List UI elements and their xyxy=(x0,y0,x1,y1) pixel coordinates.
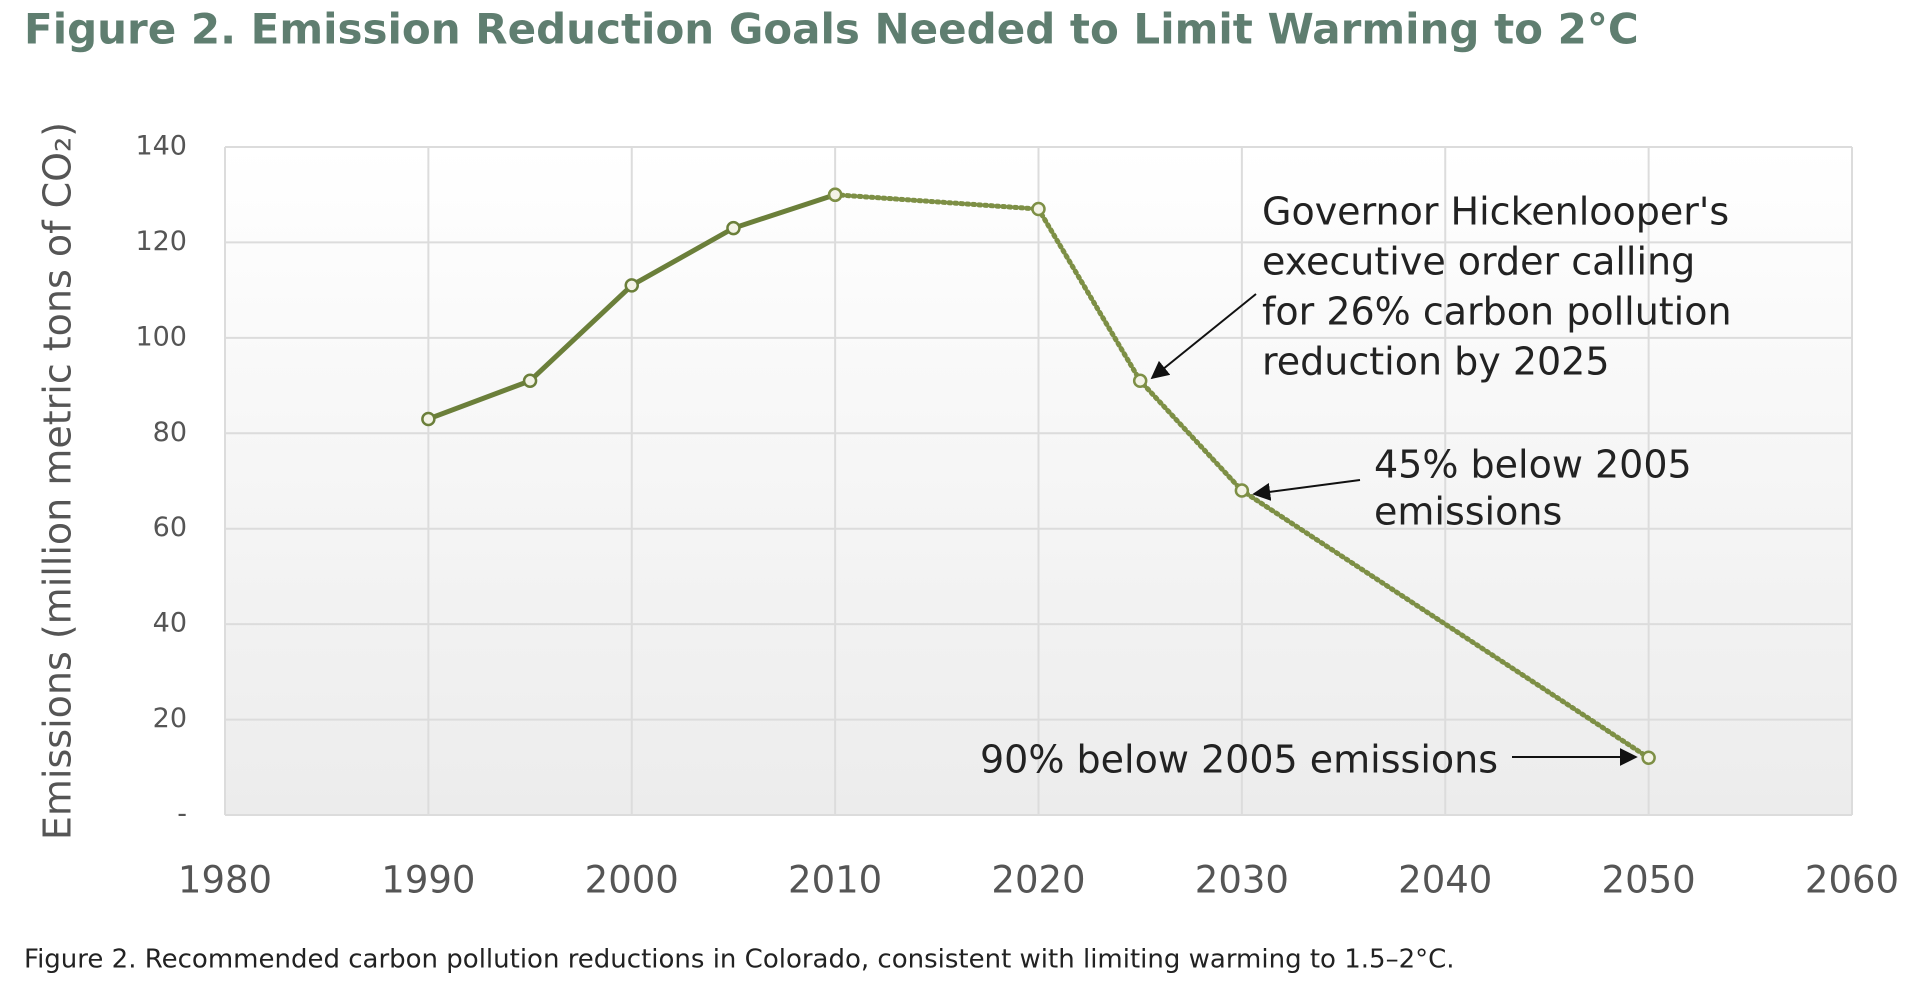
annotation: Governor Hickenlooper's xyxy=(1262,190,1729,234)
y-tick-label: 140 xyxy=(135,131,187,162)
annotation: reduction by 2025 xyxy=(1262,340,1610,384)
annotation: 45% below 2005 xyxy=(1374,443,1692,487)
x-tick-label: 2020 xyxy=(991,859,1085,902)
y-tick-label: - xyxy=(177,799,187,830)
caption: Figure 2. Recommended carbon pollution r… xyxy=(24,945,1455,975)
annotation: executive order calling xyxy=(1262,240,1695,284)
annotation-arrow xyxy=(1150,293,1257,380)
y-tick-label: 20 xyxy=(153,703,187,734)
y-tick-label: 60 xyxy=(153,512,187,543)
x-tick-label: 2040 xyxy=(1398,859,1492,902)
y-tick-label: 120 xyxy=(135,226,187,257)
annotation: for 26% carbon pollution xyxy=(1262,290,1732,334)
data-point xyxy=(1234,483,1250,498)
annotation: emissions xyxy=(1374,490,1562,534)
x-tick-label: 2030 xyxy=(1195,859,1289,902)
y-tick-label: 80 xyxy=(153,417,187,448)
x-tick-label: 1990 xyxy=(381,859,475,902)
data-point xyxy=(827,187,843,202)
y-axis-label: Emissions (million metric tons of CO₂) xyxy=(36,122,80,840)
x-tick-label: 2060 xyxy=(1805,859,1899,902)
x-tick-label: 2000 xyxy=(585,859,679,902)
data-point xyxy=(1641,750,1656,765)
data-point xyxy=(1132,373,1148,389)
annotation-arrow xyxy=(1252,479,1361,501)
x-tick-label: 1980 xyxy=(178,859,272,902)
y-tick-label: 100 xyxy=(135,321,187,352)
chart-title: Figure 2. Emission Reduction Goals Neede… xyxy=(24,5,1639,54)
data-point xyxy=(726,220,741,236)
data-point xyxy=(1031,201,1046,217)
data-point xyxy=(522,373,538,389)
x-tick-label: 2010 xyxy=(788,859,882,902)
y-tick-label: 40 xyxy=(153,608,187,639)
x-tick-label: 2050 xyxy=(1602,859,1696,902)
data-point xyxy=(624,278,639,293)
data-point xyxy=(421,411,436,427)
annotation: 90% below 2005 emissions xyxy=(980,738,1498,782)
